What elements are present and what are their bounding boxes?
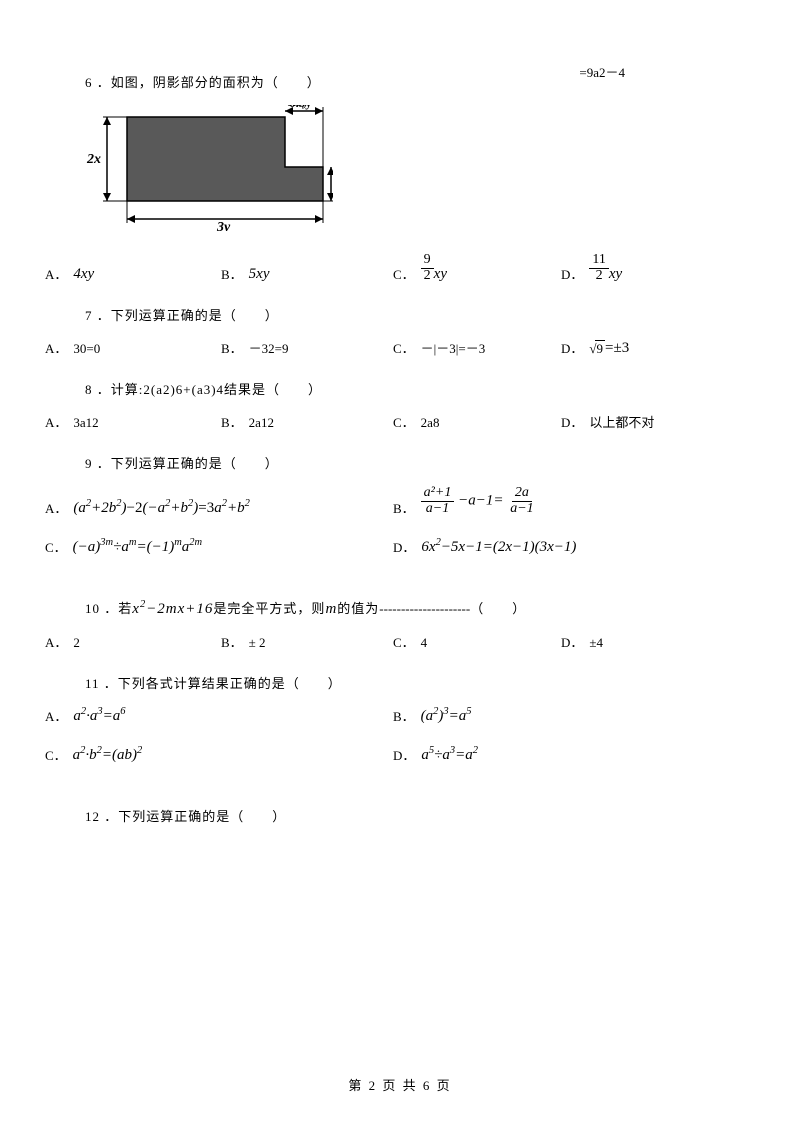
q6-options: A． 4xy B． 5xy C． 92 xy D． 112 xy bbox=[45, 253, 755, 283]
q6-opt-c-frac: 92 bbox=[421, 253, 434, 283]
opt-a-label: A． bbox=[45, 264, 67, 283]
q6-opt-c-tail: xy bbox=[434, 266, 447, 283]
q7-options: A．30=0 B．－32=9 C．－|－3|=－3 D． √9=±3 bbox=[45, 338, 755, 357]
opt-c-label: C． bbox=[393, 264, 415, 283]
svg-text:0.5y: 0.5y bbox=[287, 105, 309, 109]
opt-d-label: D． bbox=[561, 264, 583, 283]
q6-opt-d-frac: 112 bbox=[589, 253, 608, 283]
q10-opt-c: 4 bbox=[421, 635, 428, 651]
q6-diagram: 2x 0.5y 0.5y x 3y bbox=[85, 105, 755, 235]
q9-opt-a: (a2+2b2)−2(−a2+b2)=3a2+b2 bbox=[73, 500, 249, 517]
q9-opt-c: (−a)3m÷am=(−1)ma2m bbox=[73, 539, 202, 556]
q6-opt-b: 5xy bbox=[249, 266, 270, 283]
q8-opt-d: 以上都不对 bbox=[589, 412, 654, 431]
q7-stem: 7 ．下列运算正确的是（ ） bbox=[85, 305, 755, 324]
q7-opt-a: 30=0 bbox=[73, 341, 100, 357]
opt-b-label: B． bbox=[221, 264, 243, 283]
prev-answer-fragment: =9a2－4 bbox=[579, 62, 625, 81]
q10-opt-a: 2 bbox=[73, 635, 80, 651]
q9-stem: 9 ．下列运算正确的是（ ） bbox=[85, 453, 755, 472]
q8-opt-c: 2a8 bbox=[421, 415, 440, 431]
label-3y: 3y bbox=[216, 220, 231, 231]
q7-opt-c: －|－3|=－3 bbox=[421, 338, 486, 357]
q8-opt-a: 3a12 bbox=[73, 415, 98, 431]
q9-options: A．(a2+2b2)−2(−a2+b2)=3a2+b2 B． a²+1a−1 −… bbox=[45, 486, 755, 575]
q11-stem: 11 ．下列各式计算结果正确的是（ ） bbox=[85, 673, 755, 692]
q11-options: A．a2·a3=a6 B．(a2)3=a5 C．a2·b2=(ab)2 D．a5… bbox=[45, 706, 755, 784]
q11-opt-d: a5÷a3=a2 bbox=[421, 747, 478, 764]
q12-stem: 12 ．下列运算正确的是（ ） bbox=[85, 806, 755, 825]
q9-opt-d: 6x2−5x−1=(2x−1)(3x−1) bbox=[421, 539, 576, 556]
q8-stem: 8 ．计算:2(a2)6+(a3)4结果是（ ） bbox=[85, 379, 755, 398]
q11-opt-a: a2·a3=a6 bbox=[73, 708, 125, 725]
q10-options: A．2 B．± 2 C．4 D．±4 bbox=[45, 632, 755, 651]
q11-opt-b: (a2)3=a5 bbox=[421, 708, 472, 725]
q7-opt-b: －32=9 bbox=[249, 338, 289, 357]
q6-stem: 6 ．如图，阴影部分的面积为（ ） bbox=[85, 72, 755, 91]
q10-stem: 10 ．若x2−2mx+16是完全平方式，则m的值为--------------… bbox=[85, 598, 755, 618]
q9-opt-b: a²+1a−1 −a−1= 2aa−1 bbox=[421, 486, 537, 516]
q6-opt-a: 4xy bbox=[73, 266, 94, 283]
q8-opt-b: 2a12 bbox=[249, 415, 274, 431]
q11-opt-c: a2·b2=(ab)2 bbox=[73, 747, 143, 764]
label-2x: 2x bbox=[86, 152, 101, 167]
q8-options: A．3a12 B．2a12 C．2a8 D．以上都不对 bbox=[45, 412, 755, 431]
q10-opt-d: ±4 bbox=[589, 635, 603, 651]
q10-opt-b: ± 2 bbox=[249, 635, 266, 651]
q6-opt-d-tail: xy bbox=[609, 266, 622, 283]
sqrt-icon: √9 bbox=[589, 340, 605, 357]
q7-opt-d-tail: =±3 bbox=[605, 340, 629, 357]
page-footer: 第 2 页 共 6 页 bbox=[0, 1075, 800, 1094]
